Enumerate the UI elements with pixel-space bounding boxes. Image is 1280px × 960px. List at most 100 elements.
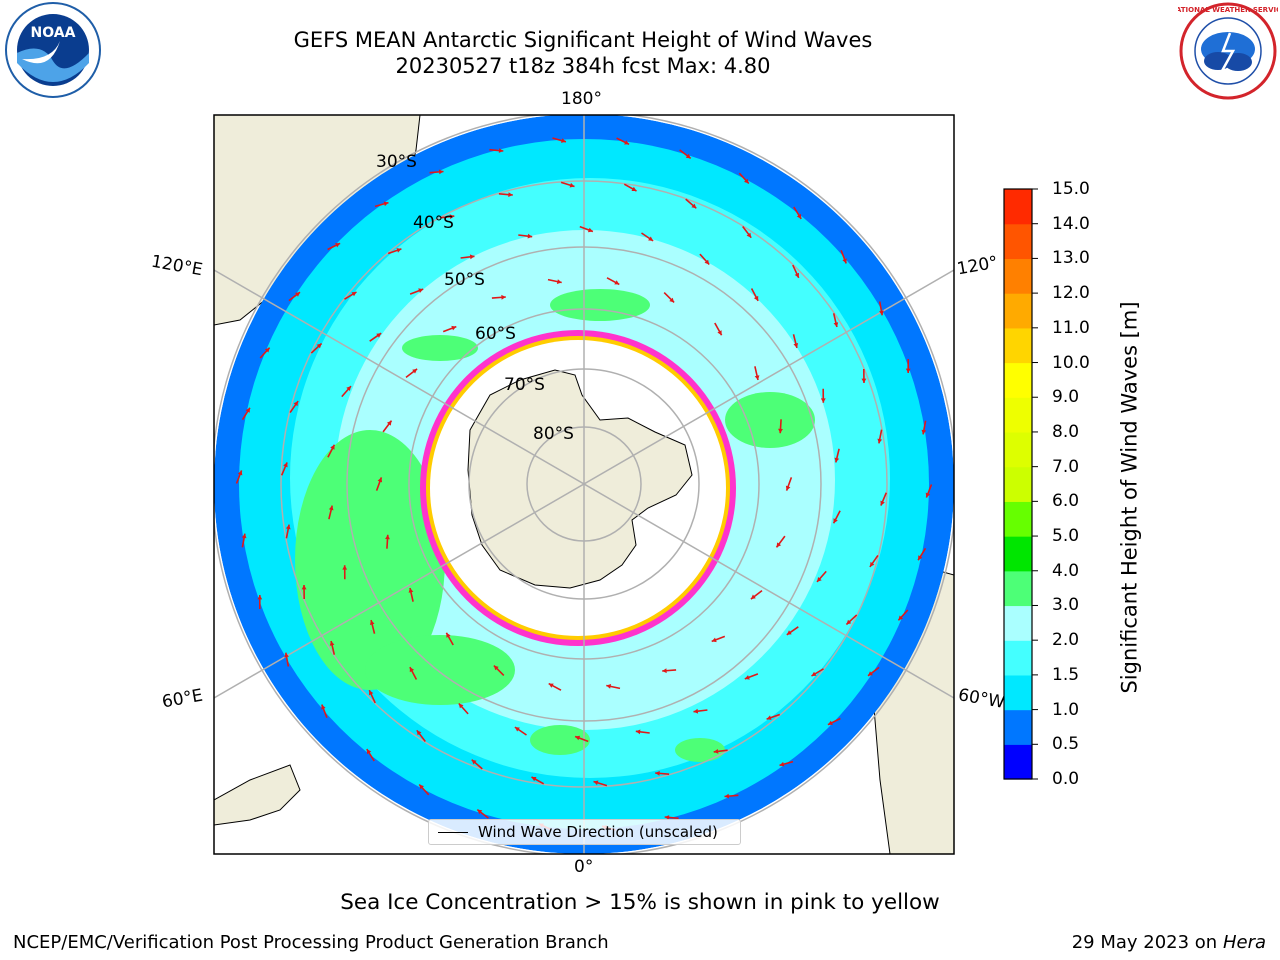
wave-arrow-head <box>531 777 537 782</box>
footer-date-text: 29 May 2023 on <box>1071 932 1218 953</box>
africa <box>214 764 301 826</box>
wave-arrow-head <box>635 729 641 735</box>
nws-logo-text: NATIONAL WEATHER SERVICE <box>1178 6 1278 14</box>
wave-arrow-head <box>921 429 927 435</box>
wave-arrow-head <box>834 457 840 463</box>
colorbar-label: Significant Height of Wind Waves [m] <box>1117 301 1142 694</box>
colorbar-box <box>1004 293 1032 329</box>
colorbar-box <box>1004 674 1032 711</box>
colorbar-tick-label: 1.5 <box>1052 664 1080 685</box>
wave-direction-arrows <box>235 137 933 831</box>
lon-label-180: 180° <box>561 89 602 109</box>
wave-arrow-head <box>369 620 375 625</box>
wave-arrow-head <box>469 254 475 260</box>
wave-arrow-head <box>648 236 654 241</box>
colorbar-box <box>1004 570 1032 607</box>
nws-logo: NATIONAL WEATHER SERVICE <box>1178 2 1278 100</box>
noaa-logo: NOAA <box>5 2 101 98</box>
meridian-60e-120w <box>214 269 954 699</box>
wave-arrow-head <box>316 343 322 349</box>
colorbar-tick-label: 12.0 <box>1052 283 1090 304</box>
wave-arrow-head <box>498 148 504 153</box>
wave-arrow-head <box>396 248 402 253</box>
wave-arrow-head <box>257 595 263 600</box>
chart-subtitle: 20230527 t18z 384h fcst Max: 4.80 <box>395 54 771 78</box>
wave-arrow-head <box>786 630 792 635</box>
wave-arrow-head <box>778 428 783 434</box>
antarctica <box>467 369 693 589</box>
wave-arrow-head <box>493 665 499 671</box>
wave-arrow-head <box>501 294 506 300</box>
wave-arrow-head <box>386 420 392 426</box>
wave-arrow-head <box>754 375 760 380</box>
wave-arrow-head <box>861 378 867 383</box>
colorbar-tick-label: 6.0 <box>1052 491 1080 512</box>
wave-arrow-head <box>295 292 300 297</box>
wave-arrow-head <box>766 715 772 720</box>
wave-arrow-head <box>285 524 291 530</box>
wave-arrow-head <box>330 444 335 450</box>
wave-arrow-head <box>335 243 341 248</box>
wave-arrow-head <box>366 749 372 755</box>
lat-label-50s: 50°S <box>444 270 485 290</box>
wave-arrow-head <box>820 398 826 403</box>
wave-arrow-head <box>693 708 699 714</box>
footer-credit: NCEP/EMC/Verification Post Processing Pr… <box>13 932 609 953</box>
wave-arrow-head <box>556 279 562 284</box>
wave-arrow-head <box>419 784 424 790</box>
wave-arrow-head <box>471 759 477 765</box>
wave-arrow-head <box>548 683 554 688</box>
wave-arrow-head <box>793 343 799 348</box>
wave-arrow-head <box>418 288 424 293</box>
wave-patch-northwest <box>402 335 478 361</box>
wave-arrow-head <box>833 518 838 524</box>
wave-arrow-head <box>351 292 357 297</box>
wave-arrow-head <box>369 690 374 696</box>
legend-line-sample <box>438 832 468 833</box>
wave-arrow-head <box>794 272 799 278</box>
wave-arrow-head <box>449 214 455 219</box>
wave-arrow-head <box>342 565 348 570</box>
wave-arrow-head <box>776 542 782 548</box>
wave-arrow-head <box>869 561 875 567</box>
map-legend: Wind Wave Direction (unscaled) <box>428 819 741 845</box>
colorbar-box <box>1004 605 1032 641</box>
wave-arrow-head <box>416 730 422 736</box>
colorbar-box <box>1004 189 1032 225</box>
colorbar-box <box>1004 744 1032 780</box>
wave-arrow-head <box>750 594 756 600</box>
wave-arrow-head <box>614 280 620 285</box>
wave-arrow-head <box>880 500 885 506</box>
colorbar-tick-label: 13.0 <box>1052 248 1090 269</box>
colorbar-box <box>1004 640 1032 676</box>
wave-arrow-head <box>283 462 288 468</box>
wave-arrow-head <box>451 325 457 331</box>
wave-arrow-head <box>624 140 630 145</box>
wave-arrow-head <box>593 780 599 786</box>
lat-label-70s: 70°S <box>504 375 545 395</box>
colorbar-box <box>1004 258 1032 294</box>
wave-arrow-head <box>264 347 270 353</box>
colorbar-tick-label: 1.0 <box>1052 699 1080 720</box>
colorbar-frame <box>1003 188 1033 780</box>
noaa-logo-text: NOAA <box>31 25 76 41</box>
wave-arrow-head <box>746 232 752 238</box>
colorbar-box <box>1004 466 1032 502</box>
wave-arrow-head <box>846 619 852 625</box>
colorbar-box <box>1004 709 1032 745</box>
wave-arrow-head <box>827 720 833 725</box>
colorbar-tick-label: 0.5 <box>1052 734 1080 755</box>
wave-patch-north <box>550 289 650 321</box>
wave-arrow-head <box>713 749 719 754</box>
wave-arrow-head <box>877 438 883 444</box>
lat-label-80s: 80°S <box>533 424 574 444</box>
wave-patch-east <box>725 392 815 448</box>
wave-arrow-head <box>409 667 415 673</box>
wave-arrow-head <box>704 259 710 265</box>
wave-arrow-head <box>293 401 299 407</box>
wave-arrow-head <box>717 330 722 336</box>
colorbar-tick-label: 10.0 <box>1052 352 1090 373</box>
wave-arrow-head <box>561 138 566 143</box>
wave-arrow-head <box>284 652 289 658</box>
wave-arrow-head <box>377 477 383 483</box>
